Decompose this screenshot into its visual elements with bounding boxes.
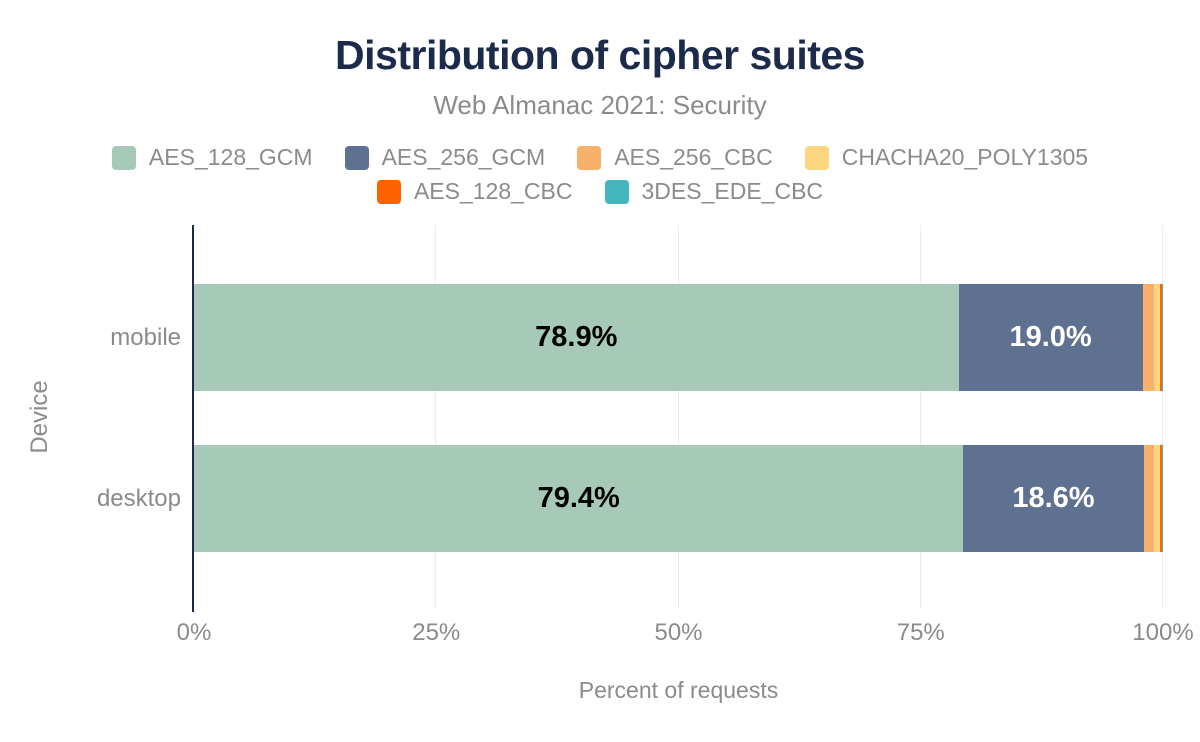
legend-swatch-icon	[344, 145, 369, 170]
legend-swatch-icon	[804, 145, 829, 170]
legend-row: AES_128_CBC 3DES_EDE_CBC	[376, 178, 824, 205]
bar-segment-mobile-chacha20_poly1305	[1154, 284, 1161, 391]
legend-swatch-icon	[577, 145, 602, 170]
legend-item-3des_ede_cbc: 3DES_EDE_CBC	[604, 178, 824, 205]
legend-item-aes_256_gcm: AES_256_GCM	[344, 144, 546, 171]
bar-segment-desktop-aes_256_gcm: 18.6%	[963, 445, 1144, 552]
legend: AES_128_GCM AES_256_GCM AES_256_CBC CHACHA2…	[0, 144, 1200, 205]
legend-item-aes_128_cbc: AES_128_CBC	[376, 178, 573, 205]
legend-item-aes_256_cbc: AES_256_CBC	[577, 144, 773, 171]
x-tick-label: 100%	[1132, 619, 1194, 646]
bar-value-label: 78.9%	[535, 321, 618, 353]
x-tick-label: 50%	[654, 619, 703, 646]
legend-swatch-icon	[376, 179, 401, 204]
x-axis-title: Percent of requests	[578, 677, 779, 703]
bar-segment-desktop-3des_ede_cbc	[1162, 445, 1163, 552]
bar-segment-desktop-aes_128_gcm: 79.4%	[194, 445, 964, 552]
bar-segment-mobile-aes_256_cbc	[1142, 284, 1155, 391]
legend-item-chacha20_poly1305: CHACHA20_POLY1305	[804, 144, 1089, 171]
bar-segment-mobile-aes_128_cbc	[1160, 284, 1163, 391]
gridline	[919, 225, 921, 608]
bar-segment-desktop-aes_256_cbc	[1143, 445, 1155, 552]
gridline	[677, 225, 679, 608]
bar-desktop: 79.4% 18.6%	[194, 445, 1163, 552]
x-tick-label: 0%	[176, 619, 212, 646]
legend-row: AES_128_GCM AES_256_GCM AES_256_CBC CHACHA2…	[111, 144, 1089, 171]
plot-area: 78.9% 19.0% 79.4% 18.6%	[194, 225, 1163, 608]
legend-series-label: CHACHA20_POLY1305	[841, 144, 1089, 170]
bar-segment-mobile-aes_128_gcm: 78.9%	[194, 284, 959, 391]
legend-swatch-icon	[111, 145, 136, 170]
y-axis-line	[192, 225, 194, 612]
gridline	[435, 225, 437, 608]
legend-item-aes_128_gcm: AES_128_GCM	[111, 144, 313, 171]
chart-title: Distribution of cipher suites	[335, 32, 865, 78]
y-category-label-desktop: desktop	[96, 484, 181, 512]
y-axis-title: Device	[26, 380, 53, 454]
legend-series-label: AES_128_GCM	[148, 144, 313, 170]
bar-segment-mobile-aes_256_gcm: 19.0%	[958, 284, 1143, 391]
legend-series-label: AES_256_GCM	[381, 144, 546, 170]
legend-series-label: AES_256_CBC	[614, 144, 773, 170]
gridline	[1162, 225, 1163, 608]
bar-segment-desktop-aes_128_cbc	[1160, 445, 1162, 552]
bar-segment-desktop-chacha20_poly1305	[1154, 445, 1161, 552]
x-tick-label: 25%	[412, 619, 461, 646]
bar-value-label: 18.6%	[1012, 482, 1095, 514]
legend-series-label: 3DES_EDE_CBC	[641, 178, 824, 204]
legend-series-label: AES_128_CBC	[413, 178, 573, 204]
bar-segment-mobile-3des_ede_cbc	[1162, 284, 1163, 391]
bar-value-label: 19.0%	[1009, 321, 1092, 353]
bar-value-label: 79.4%	[537, 482, 620, 514]
chart-subtitle: Web Almanac 2021: Security	[433, 90, 767, 120]
bar-mobile: 78.9% 19.0%	[194, 284, 1163, 391]
x-tick-label: 75%	[896, 619, 945, 646]
y-category-label-mobile: mobile	[110, 323, 181, 351]
legend-swatch-icon	[604, 179, 629, 204]
